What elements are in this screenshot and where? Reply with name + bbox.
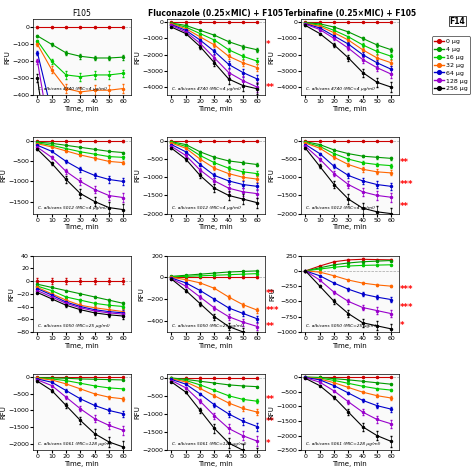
Title: Terbinafine (0.25×MIC) + F105: Terbinafine (0.25×MIC) + F105 [284, 9, 416, 18]
Text: ***: *** [400, 285, 413, 294]
Title: Fluconazole (0.25×MIC) + F105: Fluconazole (0.25×MIC) + F105 [148, 9, 283, 18]
X-axis label: Time, min: Time, min [64, 343, 99, 348]
Text: C. albicans 5050 (MIC=25 μg/ml): C. albicans 5050 (MIC=25 μg/ml) [306, 324, 378, 328]
Text: **: ** [400, 202, 409, 211]
Text: C. albicans 4740 (MIC<4 μg/ml): C. albicans 4740 (MIC<4 μg/ml) [306, 88, 375, 91]
Text: *: * [265, 40, 270, 49]
Text: ***: *** [265, 306, 279, 315]
Y-axis label: RFU: RFU [1, 169, 7, 182]
Y-axis label: RFU: RFU [1, 405, 7, 419]
Text: **: ** [265, 83, 274, 92]
Text: C. albicans 5061 (MIC=128 μg/ml): C. albicans 5061 (MIC=128 μg/ml) [306, 443, 381, 447]
Y-axis label: RFU: RFU [135, 50, 141, 64]
Text: **: ** [265, 417, 274, 426]
Text: C. albicans 5012 (MIC<4 μg/ml): C. albicans 5012 (MIC<4 μg/ml) [306, 206, 375, 210]
Text: ***: *** [400, 303, 413, 312]
Text: F14: F14 [449, 17, 465, 26]
X-axis label: Time, min: Time, min [332, 461, 367, 467]
Y-axis label: RFU: RFU [269, 287, 275, 301]
Y-axis label: RFU: RFU [135, 169, 141, 182]
X-axis label: Time, min: Time, min [199, 343, 233, 348]
Y-axis label: RFU: RFU [9, 287, 15, 301]
Text: C. albicans 5012 (MIC<4 μg/ml): C. albicans 5012 (MIC<4 μg/ml) [38, 206, 107, 210]
Text: **: ** [265, 289, 274, 298]
X-axis label: Time, min: Time, min [332, 224, 367, 230]
X-axis label: Time, min: Time, min [199, 461, 233, 467]
X-axis label: Time, min: Time, min [332, 343, 367, 348]
Text: **: ** [400, 158, 409, 167]
Title: F105: F105 [73, 9, 91, 18]
Text: C. albicans 4740 (MIC<4 μg/ml): C. albicans 4740 (MIC<4 μg/ml) [172, 88, 241, 91]
Text: C. albicans 5050 (MIC=25 μg/ml): C. albicans 5050 (MIC=25 μg/ml) [38, 324, 110, 328]
Y-axis label: RFU: RFU [269, 50, 275, 64]
Text: C. albicans 5061 (MIC=128 μg/ml): C. albicans 5061 (MIC=128 μg/ml) [38, 443, 113, 447]
Y-axis label: RFU: RFU [269, 405, 275, 419]
X-axis label: Time, min: Time, min [64, 106, 99, 112]
Text: *: * [265, 438, 270, 447]
X-axis label: Time, min: Time, min [199, 106, 233, 112]
Y-axis label: RFU: RFU [138, 287, 145, 301]
X-axis label: Time, min: Time, min [64, 224, 99, 230]
X-axis label: Time, min: Time, min [332, 106, 367, 112]
Y-axis label: RFU: RFU [269, 169, 275, 182]
X-axis label: Time, min: Time, min [199, 224, 233, 230]
Text: C. albicans 5061 (MIC=128 μg/ml): C. albicans 5061 (MIC=128 μg/ml) [172, 443, 246, 447]
Text: C. albicans 4740 (MIC<4 μg/ml): C. albicans 4740 (MIC<4 μg/ml) [38, 88, 107, 91]
Y-axis label: RFU: RFU [5, 50, 10, 64]
Text: *: * [400, 321, 404, 330]
Text: C. albicans 5050 (MIC=25 μg/ml): C. albicans 5050 (MIC=25 μg/ml) [172, 324, 244, 328]
Legend: 0 μg, 4 μg, 16 μg, 32 μg, 64 μg, 128 μg, 256 μg: 0 μg, 4 μg, 16 μg, 32 μg, 64 μg, 128 μg,… [432, 36, 470, 94]
Text: ***: *** [400, 180, 413, 189]
Text: C. albicans 5012 (MIC<4 μg/ml): C. albicans 5012 (MIC<4 μg/ml) [172, 206, 241, 210]
Text: **: ** [265, 322, 274, 331]
Y-axis label: RFU: RFU [135, 405, 141, 419]
X-axis label: Time, min: Time, min [64, 461, 99, 467]
Text: **: ** [265, 395, 274, 404]
